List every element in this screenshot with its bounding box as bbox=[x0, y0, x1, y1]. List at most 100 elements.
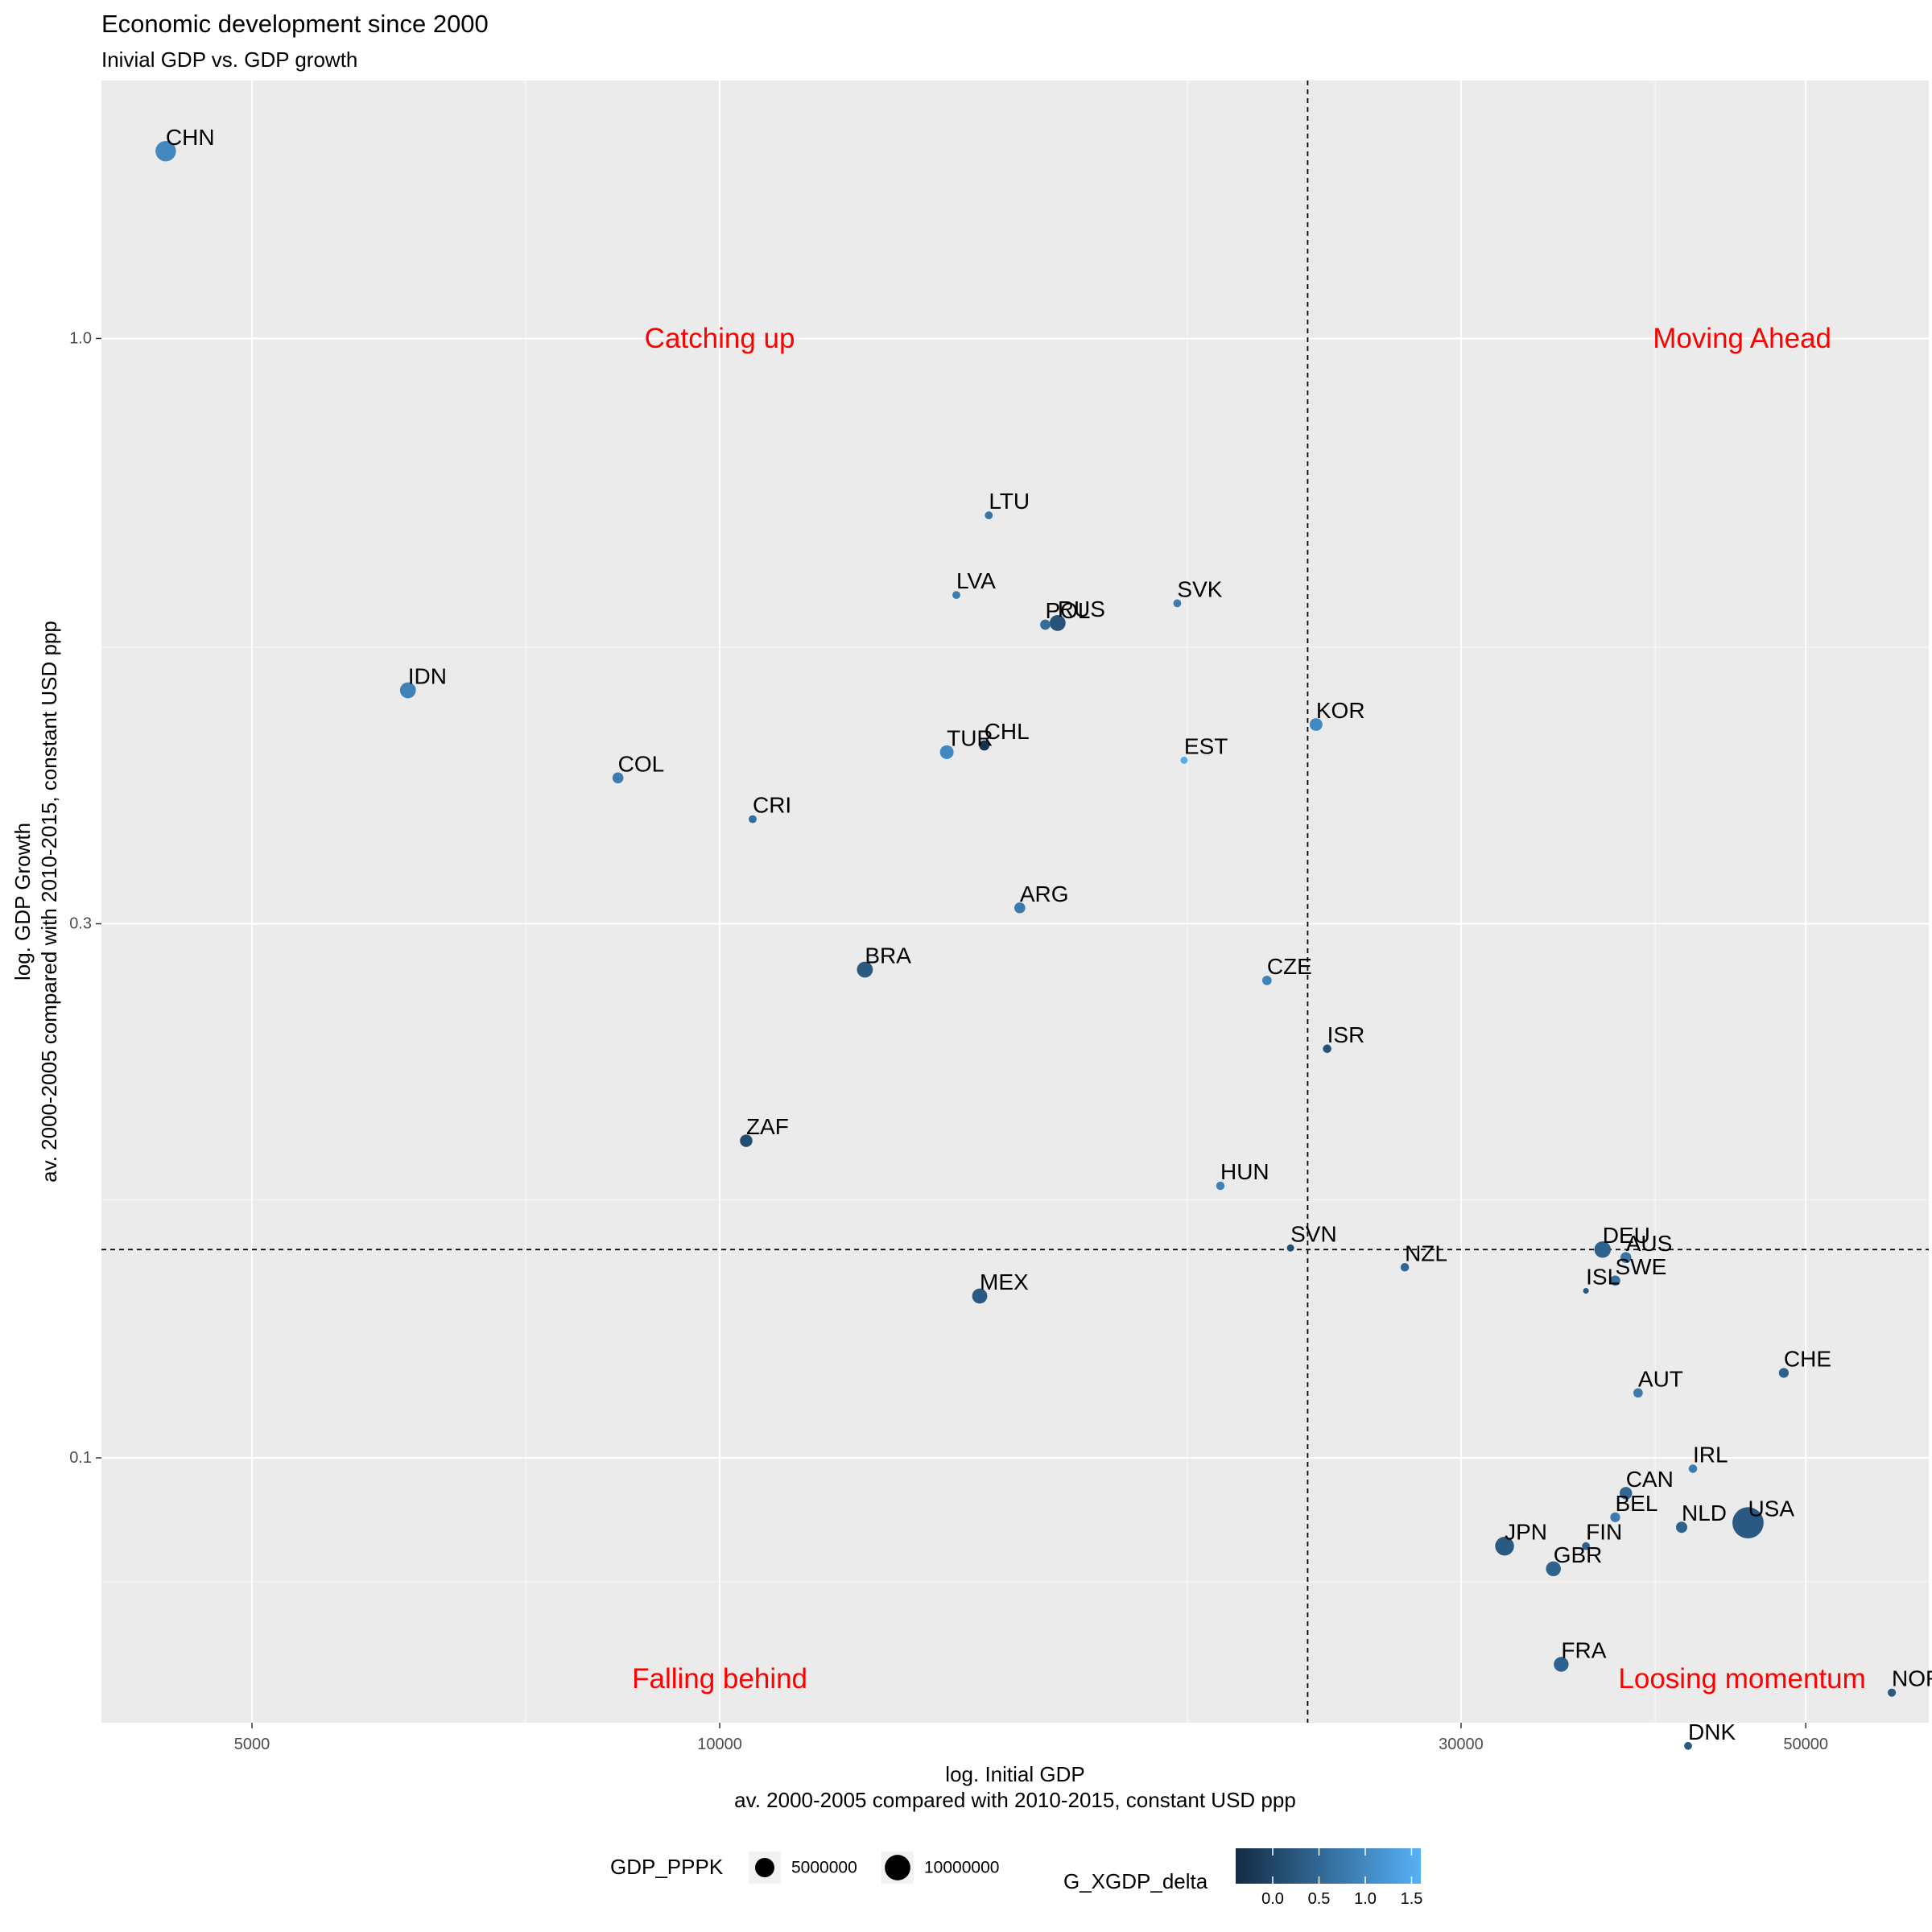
point-label: BRA bbox=[865, 943, 911, 968]
size-legend-dot bbox=[885, 1855, 910, 1880]
y-axis-subtitle: av. 2000-2005 compared with 2010-2015, c… bbox=[37, 621, 61, 1183]
point-label: KOR bbox=[1316, 698, 1365, 723]
color-legend: 0.0 0.5 1.0 1.5 bbox=[1236, 1848, 1422, 1908]
size-legend-label: 5000000 bbox=[791, 1859, 857, 1877]
data-point bbox=[612, 772, 624, 784]
x-tick-label: 50000 bbox=[1783, 1736, 1828, 1753]
data-point bbox=[1309, 718, 1323, 731]
point-label: CRI bbox=[753, 793, 791, 818]
data-point bbox=[1286, 1244, 1294, 1252]
size-legend-label: 10000000 bbox=[924, 1859, 999, 1877]
color-legend-bar bbox=[1236, 1848, 1421, 1884]
point-label: CHL bbox=[985, 719, 1030, 744]
data-point bbox=[1014, 902, 1026, 914]
data-point bbox=[1582, 1542, 1591, 1550]
data-point bbox=[979, 740, 990, 751]
point-label: DNK bbox=[1688, 1719, 1736, 1744]
data-point bbox=[952, 591, 960, 600]
data-point bbox=[1583, 1287, 1589, 1294]
point-label: CHN bbox=[166, 125, 215, 150]
point-label: FIN bbox=[1586, 1520, 1622, 1545]
chart-title: Economic development since 2000 bbox=[101, 10, 489, 38]
quadrant-labels: Catching up Moving Ahead Falling behind Loo… bbox=[632, 323, 1866, 1695]
y-tick-label: 0.3 bbox=[69, 915, 92, 933]
data-point bbox=[1887, 1688, 1897, 1697]
point-label: AUS bbox=[1626, 1231, 1673, 1256]
point-label: LVA bbox=[956, 568, 996, 593]
data-point bbox=[1400, 1263, 1410, 1272]
point-label: TUR bbox=[947, 725, 993, 750]
point-label: MEX bbox=[980, 1269, 1029, 1294]
color-legend-tick-label: 1.5 bbox=[1401, 1890, 1423, 1908]
data-point bbox=[1554, 1657, 1569, 1672]
point-label: NZL bbox=[1405, 1241, 1447, 1265]
color-legend-title: G_XGDP_delta bbox=[1063, 1869, 1208, 1893]
data-point bbox=[399, 682, 416, 699]
point-label: COL bbox=[618, 751, 665, 776]
y-tick-label: 1.0 bbox=[69, 329, 92, 347]
quadrant-label: Loosing momentum bbox=[1618, 1663, 1865, 1695]
size-legend-dot bbox=[755, 1858, 774, 1877]
point-label: GBR bbox=[1554, 1542, 1603, 1567]
point-label: LTU bbox=[989, 489, 1030, 514]
x-tick-label: 5000 bbox=[234, 1736, 270, 1753]
quadrant-label: Catching up bbox=[645, 323, 795, 354]
y-axis: 0.1 0.3 1.0 bbox=[69, 329, 101, 1467]
point-label: USA bbox=[1748, 1496, 1794, 1521]
point-label: ISR bbox=[1327, 1022, 1365, 1047]
data-point bbox=[1778, 1368, 1790, 1378]
data-point bbox=[1049, 614, 1066, 631]
point-label: SWE bbox=[1615, 1254, 1666, 1279]
data-point bbox=[1261, 976, 1272, 985]
grid-minor bbox=[101, 80, 1929, 1723]
data-point bbox=[1620, 1252, 1632, 1263]
point-label: BEL bbox=[1615, 1491, 1657, 1516]
data-point bbox=[1216, 1181, 1225, 1191]
x-axis-title: log. Initial GDP bbox=[945, 1762, 1084, 1786]
point-label: CAN bbox=[1626, 1467, 1674, 1492]
data-point bbox=[857, 961, 873, 978]
color-legend-tick-label: 0.0 bbox=[1261, 1890, 1284, 1908]
data-point bbox=[1732, 1507, 1764, 1539]
data-point bbox=[1180, 756, 1188, 764]
point-label: HUN bbox=[1220, 1159, 1269, 1184]
plot-panel bbox=[101, 80, 1929, 1723]
data-points bbox=[155, 141, 1897, 1750]
data-point bbox=[985, 511, 993, 520]
point-label: RUS bbox=[1058, 597, 1105, 621]
point-label: SVN bbox=[1290, 1221, 1337, 1246]
data-point bbox=[740, 1134, 753, 1147]
data-point bbox=[1323, 1044, 1331, 1054]
point-label: IDN bbox=[408, 663, 447, 688]
data-point bbox=[1610, 1275, 1620, 1286]
point-label: SVK bbox=[1177, 576, 1222, 601]
color-legend-tick-label: 1.0 bbox=[1354, 1890, 1377, 1908]
x-tick-label: 10000 bbox=[697, 1736, 742, 1753]
color-legend-tick-label: 0.5 bbox=[1308, 1890, 1331, 1908]
x-axis-subtitle: av. 2000-2005 compared with 2010-2015, c… bbox=[734, 1788, 1296, 1812]
data-point bbox=[1546, 1561, 1561, 1577]
data-point bbox=[972, 1288, 988, 1304]
point-label: NOR bbox=[1892, 1666, 1932, 1691]
data-point bbox=[1619, 1487, 1633, 1500]
chart-subtitle: Inivial GDP vs. GDP growth bbox=[101, 47, 357, 72]
data-point bbox=[749, 815, 757, 824]
point-label: FRA bbox=[1561, 1637, 1606, 1662]
point-label: JPN bbox=[1505, 1520, 1547, 1545]
point-label: ZAF bbox=[746, 1114, 789, 1139]
point-label: DEU bbox=[1603, 1223, 1650, 1248]
point-label: EST bbox=[1184, 733, 1228, 758]
data-point bbox=[155, 141, 176, 162]
reference-lines bbox=[101, 80, 1929, 1723]
quadrant-label: Falling behind bbox=[632, 1663, 807, 1695]
data-point bbox=[1633, 1388, 1643, 1398]
point-label: CHE bbox=[1784, 1346, 1831, 1371]
y-tick-label: 0.1 bbox=[69, 1449, 92, 1467]
data-point bbox=[1495, 1536, 1514, 1556]
data-point bbox=[1684, 1741, 1692, 1750]
point-label: ARG bbox=[1020, 881, 1069, 906]
point-label: POL bbox=[1045, 598, 1090, 623]
size-legend-keys: 5000000 10000000 bbox=[749, 1852, 999, 1884]
y-axis-title: log. GDP Growth bbox=[10, 823, 35, 980]
data-point bbox=[1594, 1241, 1612, 1258]
